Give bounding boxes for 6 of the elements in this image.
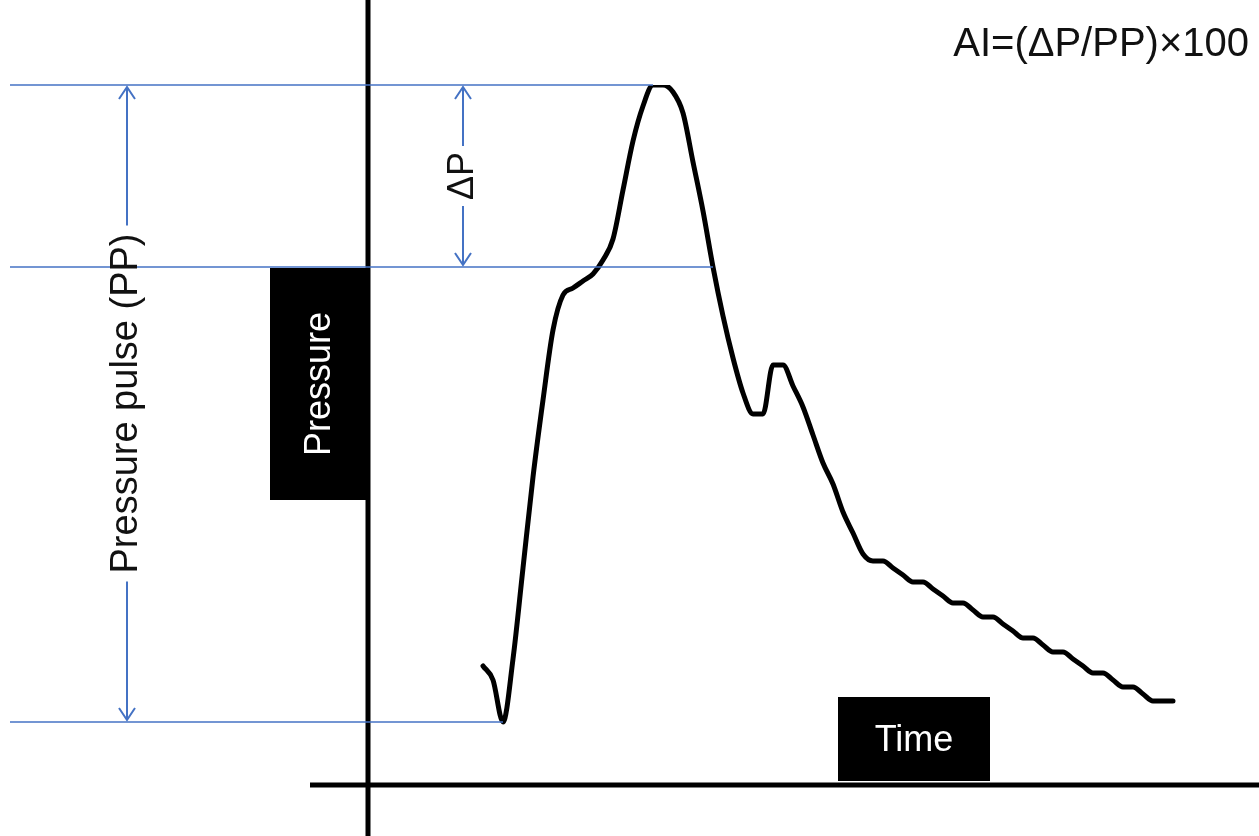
annotation: ΔP [439, 151, 481, 201]
text: Pressure pulse (PP) [103, 233, 146, 574]
y-axis-title: Pressure [297, 311, 339, 457]
label-box: Pressure [270, 268, 366, 500]
text: AI=(ΔP/PP)×100 [953, 20, 1249, 65]
label-box: Time [838, 697, 990, 781]
